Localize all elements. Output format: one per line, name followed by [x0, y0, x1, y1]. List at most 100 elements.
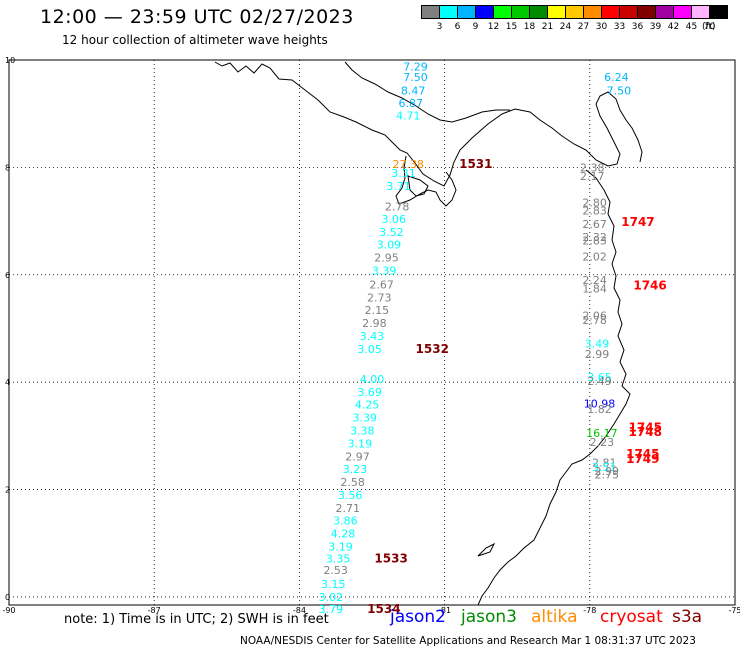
pass-time-label: 1747 [621, 215, 654, 229]
wave-height-value: 2.23 [590, 436, 615, 449]
y-tick-label: 2 [5, 486, 10, 495]
map-title: 12:00 — 23:59 UTC 02/27/2023 [40, 6, 354, 28]
legend-jason2: jason2 [390, 607, 446, 627]
pass-time-label: 1748 [629, 425, 662, 439]
wave-height-value: 3.65 [587, 371, 612, 384]
wave-height-value: 2.98 [362, 317, 387, 330]
wave-height-value: 16.17 [586, 427, 618, 440]
wave-height-value: 3.51 [592, 461, 617, 474]
wave-height-value: 3.06 [382, 213, 407, 226]
wave-height-value: 4.00 [360, 373, 385, 386]
wave-height-value: 2.99 [594, 465, 619, 478]
wave-height-value: 2.83 [582, 234, 607, 247]
wave-height-value: 7.50 [403, 71, 428, 84]
pass-time-label: 1745 [626, 447, 659, 461]
scale-label: 70 [703, 22, 716, 32]
wave-height-value: 3.49 [585, 338, 610, 351]
wave-height-value: 2.80 [582, 196, 607, 209]
wave-height-value: 2.53 [323, 564, 348, 577]
pass-time-label: 1749 [626, 452, 659, 466]
x-tick-label: -87 [148, 606, 161, 615]
pass-time-label: 1531 [459, 157, 492, 171]
coastline [214, 61, 643, 606]
pass-time-label: 1532 [416, 342, 449, 356]
coastline-north-upper [344, 61, 510, 123]
scale-unit: (ft) [702, 22, 716, 32]
wave-height-value: 3.23 [343, 463, 368, 476]
gulf-of-guayaquil [477, 542, 496, 557]
y-tick-label: 4 [5, 378, 10, 387]
wave-height-value: 2.73 [367, 291, 392, 304]
wave-height-value: 4.25 [355, 399, 380, 412]
wave-height-value: 3.31 [391, 167, 416, 180]
wave-height-value: 2.32 [582, 231, 607, 244]
scale-label: 33 [613, 22, 626, 32]
wave-height-value: 2.78 [582, 314, 607, 327]
footnote: note: 1) Time is in UTC; 2) SWH is in fe… [64, 612, 329, 627]
wave-height-value: 2.95 [374, 252, 399, 265]
scale-label: 21 [541, 22, 554, 32]
scale-swatch [709, 5, 728, 19]
azuero-peninsula [407, 175, 429, 197]
wave-height-value: 2.17 [580, 170, 605, 183]
y-tick-label: 0 [5, 593, 10, 602]
wave-height-value: 3.56 [338, 489, 363, 502]
wave-height-value: 3.05 [357, 343, 382, 356]
wave-height-value: 6.87 [398, 97, 423, 110]
wave-height-value: 3.86 [333, 515, 358, 528]
pass-time-label: 1534 [367, 602, 400, 616]
scale-label: 36 [631, 22, 644, 32]
wave-height-value: 2.24 [582, 274, 607, 287]
scale-label: 3 [436, 22, 443, 32]
scale-label: 18 [523, 22, 536, 32]
x-tick-label: -81 [438, 606, 451, 615]
wave-height-value: 1.82 [587, 403, 612, 416]
wave-height-value: 27.38 [393, 158, 425, 171]
pass-time-label: 1533 [374, 551, 407, 565]
legend-cryosat: cryosat [600, 607, 663, 627]
y-tick-label: 6 [5, 271, 10, 280]
wave-height-value: 2.02 [582, 251, 607, 264]
wave-height-value: 1.84 [582, 283, 607, 296]
wave-height-value: 2.06 [582, 310, 607, 323]
wave-height-value: 3.69 [357, 386, 382, 399]
wave-height-value: 2.67 [369, 278, 394, 291]
wave-height-value: 2.83 [582, 204, 607, 217]
wave-height-value: 7.29 [403, 60, 428, 73]
wave-height-value: 2.15 [365, 304, 390, 317]
coastline-north [214, 61, 643, 187]
coastline-east [477, 169, 631, 606]
credit-line: NOAA/NESDIS Center for Satellite Applica… [240, 635, 696, 647]
axis-labels: -90 -87 -84 -81 -78 -75 10 8 6 4 2 0 [2, 56, 740, 615]
legend-jason3: jason3 [461, 607, 517, 627]
wave-height-value: 3.71 [386, 180, 411, 193]
wave-height-value: 2.71 [336, 502, 361, 515]
wave-height-value: 2.67 [582, 218, 607, 231]
coastline-west [395, 155, 457, 207]
wave-height-value: 2.38 [580, 161, 605, 174]
scale-label: 39 [649, 22, 662, 32]
x-tick-label: -78 [583, 606, 596, 615]
y-tick-label: 8 [5, 163, 10, 172]
wave-height-value: 3.19 [328, 540, 353, 553]
wave-height-value: 2.78 [385, 201, 410, 214]
wave-height-value: 2.75 [594, 469, 619, 482]
grid-lines [8, 59, 736, 605]
wave-height-value: 3.02 [319, 591, 344, 604]
scale-label: 27 [577, 22, 590, 32]
y-tick-label: 10 [5, 56, 15, 65]
scale-label: 9 [472, 22, 479, 32]
wave-height-value: 2.97 [345, 450, 370, 463]
pass-time-label: 1746 [633, 279, 666, 293]
pass-time-label: 1745 [629, 420, 662, 434]
scale-label: 45 [685, 22, 698, 32]
map-subtitle: 12 hour collection of altimeter wave hei… [62, 33, 328, 47]
legend-altika: altika [531, 607, 578, 627]
wave-height-value: 3.39 [372, 264, 397, 277]
wave-height-value: 3.19 [348, 437, 373, 450]
scale-label: 15 [505, 22, 518, 32]
scale-label: 30 [595, 22, 608, 32]
wave-height-value: 3.79 [319, 603, 344, 616]
wave-height-value: 3.35 [326, 552, 351, 565]
scale-label: 12 [487, 22, 500, 32]
